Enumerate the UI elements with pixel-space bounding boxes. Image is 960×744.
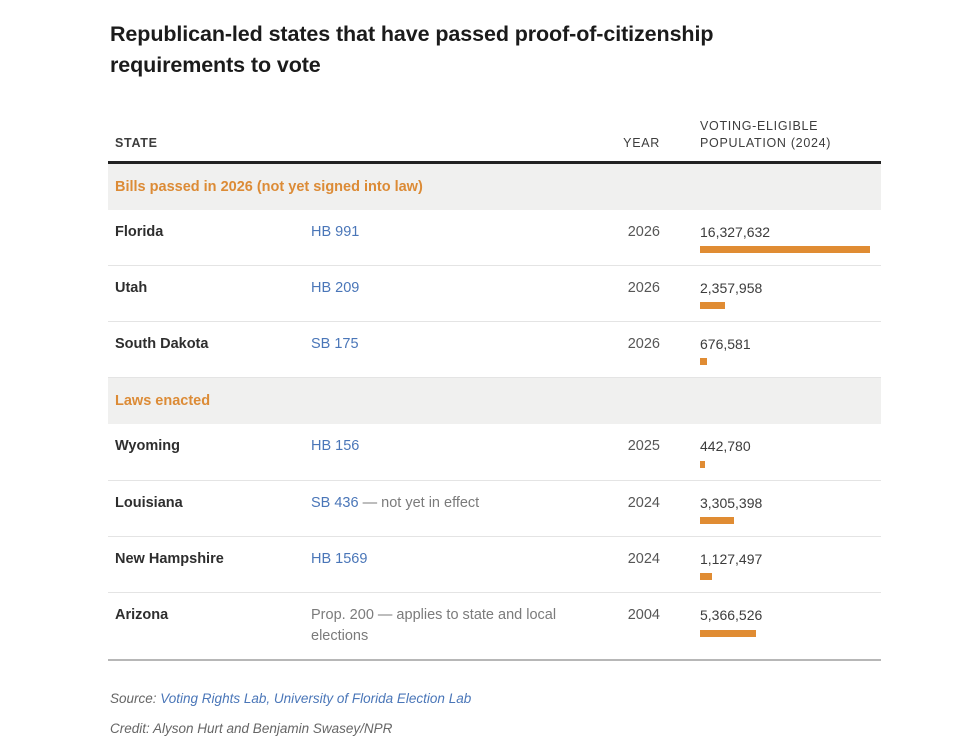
table-row-new-hampshire: New Hampshire HB 1569 2024 1,127,497 (108, 537, 881, 594)
source-line: Source: Voting Rights Lab, University of… (110, 691, 881, 706)
source-link-uf-election-lab[interactable]: University of Florida Election Lab (273, 691, 472, 707)
section-header-bills-passed: Bills passed in 2026 (not yet signed int… (108, 163, 881, 210)
bill-note: — not yet in effect (358, 494, 480, 511)
state-name: Arizona (115, 607, 169, 624)
table-row-arizona: Arizona Prop. 200 — applies to state and… (108, 593, 881, 659)
population-bar (700, 245, 870, 253)
column-header-year: YEAR (623, 135, 660, 150)
state-name: Florida (115, 223, 164, 240)
year-value: 2024 (627, 494, 660, 511)
bill-note: Prop. 200 — applies to state and local e… (311, 607, 557, 645)
section-label: Bills passed in 2026 (not yet signed int… (115, 178, 423, 195)
bill-link[interactable]: HB 156 (311, 438, 360, 455)
population-bar (700, 573, 712, 581)
column-header-population: VOTING-ELIGIBLE POPULATION (2024) (700, 118, 832, 150)
state-name: South Dakota (115, 336, 209, 353)
population-value: 442,780 (700, 438, 751, 455)
states-table: STATE YEAR VOTING-ELIGIBLE POPULATION (2… (108, 118, 881, 662)
population-bar (700, 460, 705, 468)
population-value: 676,581 (700, 336, 751, 353)
chart-footer: Source: Voting Rights Lab, University of… (108, 691, 881, 736)
source-link-voting-rights-lab[interactable]: Voting Rights Lab (160, 691, 267, 707)
population-bar (700, 302, 725, 310)
year-value: 2026 (627, 223, 660, 240)
year-value: 2004 (627, 607, 660, 624)
bill-link[interactable]: SB 175 (311, 336, 359, 353)
state-name: Utah (115, 279, 148, 296)
chart-container: Republican-led states that have passed p… (108, 0, 881, 736)
population-value: 3,305,398 (700, 494, 763, 511)
bill-link[interactable]: SB 436 (311, 494, 359, 511)
population-value: 16,327,632 (700, 223, 771, 240)
bill-link[interactable]: HB 209 (311, 279, 360, 296)
year-value: 2024 (627, 550, 660, 567)
source-separator: , (266, 691, 274, 707)
bill-link[interactable]: HB 991 (311, 223, 360, 240)
page-title: Republican-led states that have passed p… (110, 22, 714, 78)
table-header-row: STATE YEAR VOTING-ELIGIBLE POPULATION (2… (108, 118, 881, 164)
table-row-wyoming: Wyoming HB 156 2025 442,780 (108, 424, 881, 481)
credit-line: Credit: Alyson Hurt and Benjamin Swasey/… (110, 721, 393, 737)
table-row-florida: Florida HB 991 2026 16,327,632 (108, 210, 881, 266)
source-prefix: Source: (110, 691, 161, 707)
section-header-laws-enacted: Laws enacted (108, 378, 881, 425)
year-value: 2026 (627, 336, 660, 353)
table-row-utah: Utah HB 209 2026 2,357,958 (108, 266, 881, 323)
population-value: 1,127,497 (700, 550, 763, 567)
population-bar (700, 516, 734, 524)
state-name: Louisiana (115, 494, 183, 511)
table-row-louisiana: Louisiana SB 436 — not yet in effect 202… (108, 481, 881, 537)
population-value: 5,366,526 (700, 607, 763, 624)
year-value: 2025 (627, 438, 660, 455)
population-value: 2,357,958 (700, 279, 763, 296)
population-bar (700, 358, 707, 366)
section-label: Laws enacted (115, 393, 211, 410)
column-header-state: STATE (115, 135, 158, 150)
state-name: New Hampshire (115, 550, 224, 567)
bill-link[interactable]: HB 1569 (311, 550, 368, 567)
year-value: 2026 (627, 279, 660, 296)
table-row-south-dakota: South Dakota SB 175 2026 676,581 (108, 322, 881, 379)
state-name: Wyoming (115, 438, 180, 455)
population-bar (700, 629, 756, 637)
